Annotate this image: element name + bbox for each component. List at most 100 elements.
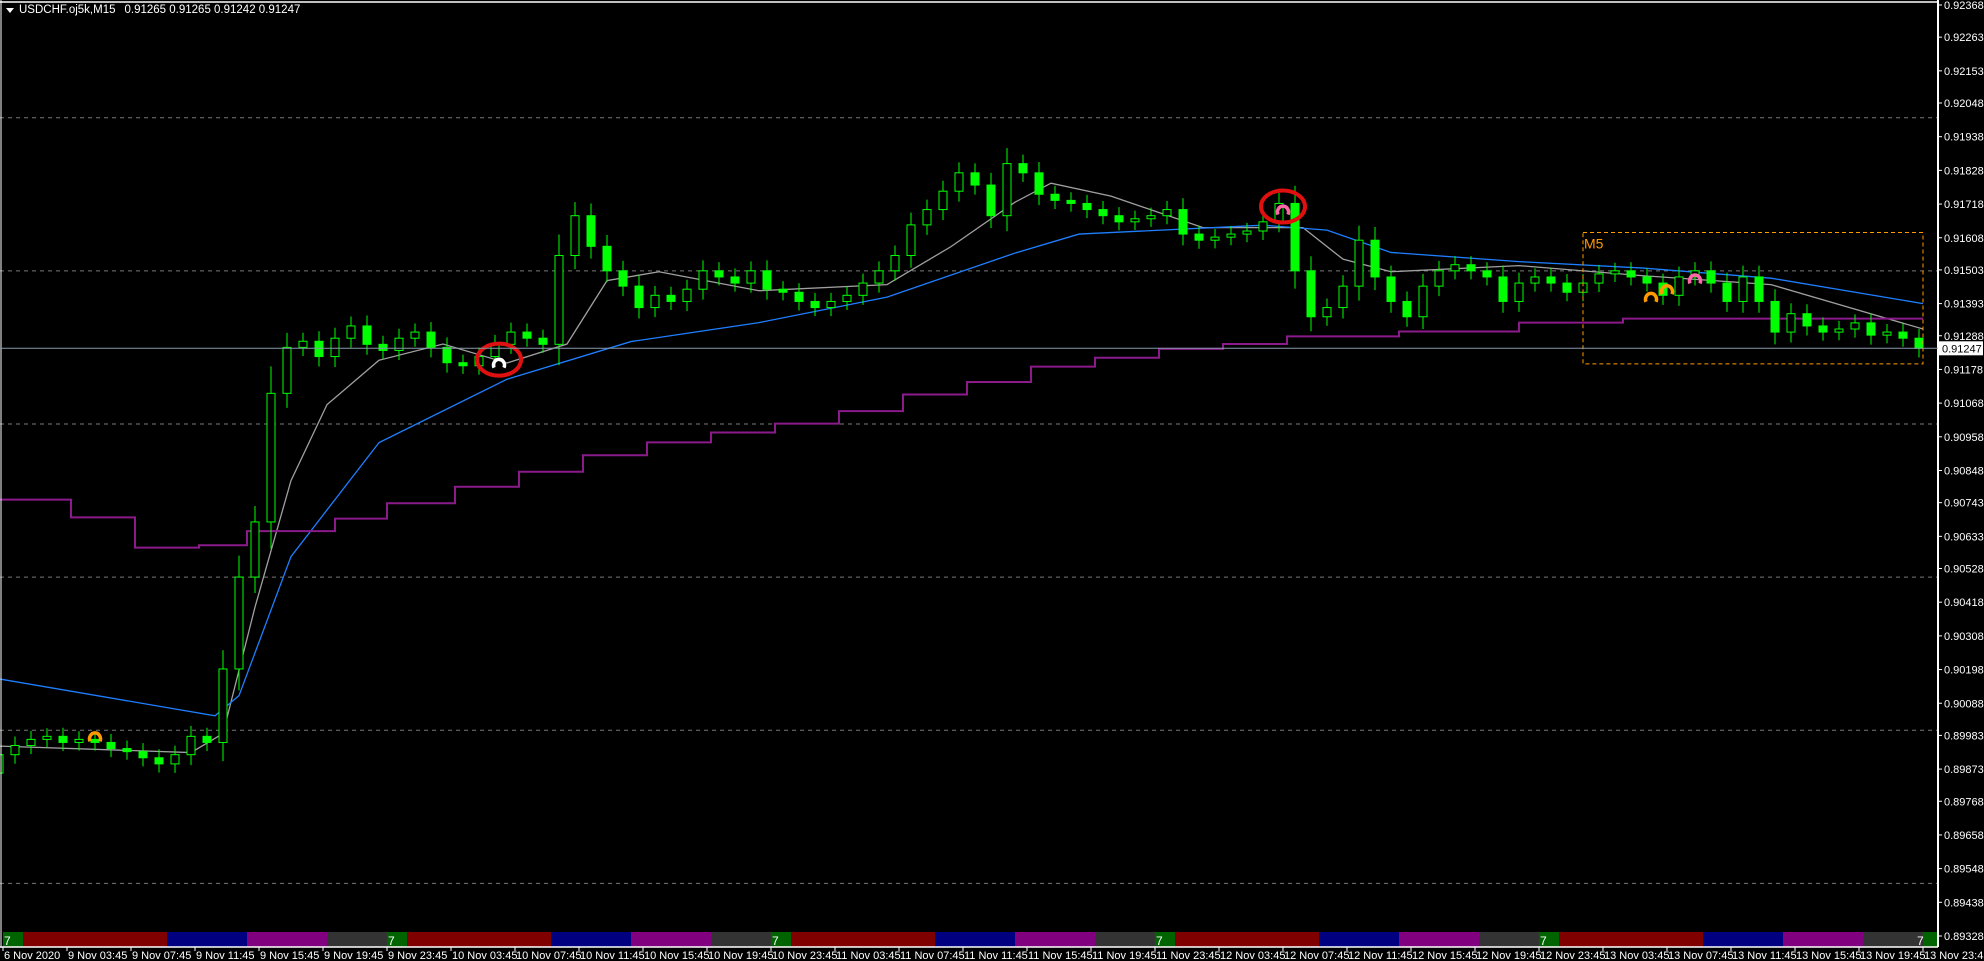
time-label: 9 Nov 19:45 [324, 950, 383, 961]
candle-bear [762, 270, 772, 290]
candle-bear [1914, 337, 1924, 349]
session-label: 7 [1917, 934, 1924, 948]
time-label: 10 Nov 03:45 [452, 950, 517, 961]
price-label: 0.92153 [1944, 66, 1984, 78]
candle-bull [858, 282, 868, 296]
candle-bull [1338, 285, 1348, 309]
session-segment [1863, 932, 1923, 947]
candle-bear [1306, 270, 1316, 318]
candle-bear [714, 270, 724, 278]
candle-bear [1562, 282, 1572, 293]
time-label: 13 Nov 19:45 [1860, 950, 1925, 961]
candle-bull [234, 576, 244, 670]
candle-bear [522, 331, 532, 339]
candle-bear [378, 343, 388, 351]
candle-bear [138, 751, 148, 759]
candle-bear [810, 300, 820, 309]
candle-bear [970, 172, 980, 186]
candle-bull [1434, 270, 1444, 287]
price-label: 0.91938 [1944, 132, 1984, 144]
candle-bull [1130, 218, 1140, 223]
time-label: 11 Nov 23:45 [1156, 950, 1221, 961]
candle-bear [1802, 313, 1812, 327]
highlight-circle [1259, 188, 1307, 225]
candle-bear [1290, 202, 1300, 272]
candle-bull [1610, 270, 1620, 275]
price-label: 0.90198 [1944, 665, 1984, 677]
candle-bull [842, 294, 852, 302]
session-segment [407, 932, 551, 947]
candle-bull [74, 738, 84, 743]
candle-bear [202, 735, 212, 743]
candle-bear [154, 757, 164, 765]
time-label: 12 Nov 03:45 [1220, 950, 1285, 961]
candle-bull [906, 224, 916, 257]
signal-arrow-icon [1687, 273, 1703, 285]
indicator-lines [0, 182, 1924, 754]
candle-bear [122, 748, 132, 753]
session-segment [711, 932, 771, 947]
candle-bear [1706, 270, 1716, 284]
candle-bull [250, 521, 260, 578]
candle-bear [778, 288, 788, 293]
time-label: 11 Nov 11:45 [964, 950, 1028, 961]
price-label: 0.90848 [1944, 466, 1984, 478]
candle-bear [1818, 325, 1828, 333]
candle-bull [826, 300, 836, 309]
candle-bear [538, 337, 548, 345]
candle-bull [298, 340, 308, 348]
price-label: 0.90633 [1944, 531, 1984, 543]
price-label: 0.91288 [1944, 331, 1984, 343]
session-segment [1155, 932, 1175, 947]
session-label: 7 [1540, 934, 1547, 948]
candle-bull [1242, 230, 1252, 235]
time-label: 11 Nov 07:45 [900, 950, 965, 961]
time-label: 13 Nov 15:45 [1796, 950, 1861, 961]
session-segment [1175, 932, 1319, 947]
candle-bear [90, 738, 100, 743]
highlight-circle [475, 341, 523, 378]
time-label: 12 Nov 07:45 [1284, 950, 1349, 961]
dropdown-triangle-icon[interactable] [6, 7, 14, 13]
candle-bear [58, 735, 68, 743]
candle-bull [698, 270, 708, 290]
candle-bear [1178, 209, 1188, 235]
session-segment [1923, 932, 1938, 947]
candle-bear [586, 215, 596, 247]
session-label: 7 [772, 934, 779, 948]
price-label: 0.91828 [1944, 165, 1984, 177]
candle-bull [1786, 313, 1796, 333]
candle-bull [26, 738, 36, 747]
session-label: 7 [1156, 934, 1163, 948]
bid-price-label-box [1939, 341, 1983, 356]
candle-bear [1866, 322, 1876, 336]
candle-bear [1770, 300, 1780, 333]
session-segment [247, 932, 327, 947]
candle-bear [618, 270, 628, 287]
candle-bear [1898, 331, 1908, 339]
session-segment [1319, 932, 1399, 947]
time-label: 13 Nov 11:45 [1732, 950, 1797, 961]
time-label: 9 Nov 03:45 [68, 950, 127, 961]
candle-bull [1354, 239, 1364, 287]
session-segment [1539, 932, 1559, 947]
candle-bull [330, 337, 340, 358]
price-label: 0.89438 [1944, 897, 1984, 909]
candle-bear [1370, 239, 1380, 278]
chart-title: USDCHF.oj5k,M15 0.91265 0.91265 0.91242 … [6, 4, 300, 16]
candle-bear [1546, 276, 1556, 284]
time-label: 9 Nov 23:45 [388, 950, 447, 961]
price-label: 0.89548 [1944, 864, 1984, 876]
price-label: 0.92048 [1944, 98, 1984, 110]
price-label: 0.90088 [1944, 698, 1984, 710]
candle-bear [1626, 270, 1636, 278]
price-axis[interactable]: 0.92368 0.92263 0.92153 0.92048 0.91938 0.918… [1938, 0, 1984, 943]
candle-bull [410, 331, 420, 339]
time-axis[interactable]: 6 Nov 2020 9 Nov 03:45 9 Nov 07:45 9 Nov 11… [2, 947, 1984, 961]
grid-lines [0, 117, 1938, 884]
ma-fast-line [0, 182, 1924, 754]
price-label: 0.89328 [1944, 931, 1984, 943]
candle-bull [506, 331, 516, 345]
candle-bull [874, 270, 884, 284]
